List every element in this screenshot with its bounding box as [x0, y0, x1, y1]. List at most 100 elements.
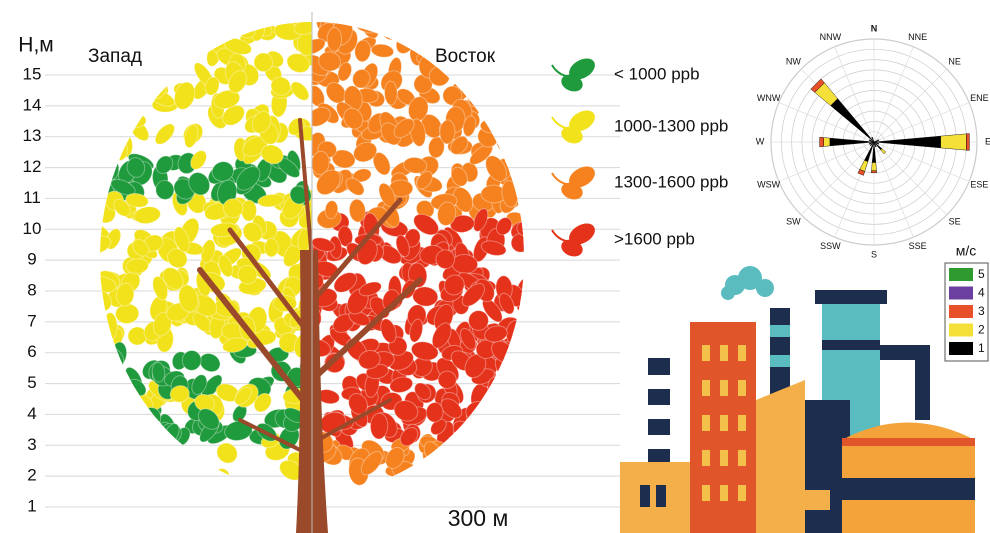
rose-petal [820, 137, 824, 147]
leaf [496, 448, 518, 470]
y-tick-label: 10 [23, 219, 42, 238]
leaf [463, 454, 487, 470]
rose-spoke [835, 47, 874, 142]
leaf [520, 158, 540, 181]
legend-icon [552, 219, 599, 259]
speed-label: 2 [978, 323, 985, 337]
legend-icon [552, 54, 599, 94]
leaf [83, 69, 104, 91]
leaf [440, 454, 465, 476]
infographic: 123456789101112131415 H,м Запад Восток 3… [0, 0, 990, 533]
tree [78, 6, 543, 533]
leaf [505, 459, 525, 481]
leaf [111, 93, 132, 113]
leaf [140, 50, 159, 63]
scale-label: 300 м [448, 505, 509, 531]
leaf [183, 23, 212, 46]
leaf [93, 389, 119, 420]
leaf [97, 392, 120, 421]
y-tick-label: 12 [23, 157, 42, 176]
leaf [168, 13, 188, 32]
leaf [384, 81, 397, 105]
leaf [83, 358, 104, 382]
y-tick-label: 4 [27, 404, 36, 423]
leaf [87, 168, 106, 191]
leaf [429, 66, 450, 86]
rose-spoke [874, 142, 913, 237]
y-tick-label: 8 [27, 280, 36, 299]
y-axis-label: H,м [18, 34, 53, 57]
leaf [516, 47, 538, 62]
rose-petal [824, 138, 830, 147]
speed-swatch [949, 305, 973, 318]
leaf [482, 22, 510, 38]
leaf [447, 436, 478, 458]
leaf [504, 24, 528, 45]
leaf [103, 67, 126, 89]
leaf [497, 123, 525, 155]
leaf [516, 330, 539, 344]
leaf [264, 238, 278, 257]
leaf [357, 14, 381, 41]
leaf [83, 385, 101, 408]
leaf [471, 422, 501, 454]
leaf [511, 25, 528, 51]
leaf [509, 107, 532, 136]
direction-label: ENE [970, 93, 989, 103]
leaf [86, 371, 114, 391]
rose-petal [871, 171, 876, 173]
leaf [509, 135, 529, 165]
direction-label: SW [786, 216, 801, 226]
speed-label: 5 [978, 267, 985, 281]
leaf [454, 456, 471, 477]
rose-spoke [779, 142, 874, 181]
legend: < 1000 ppb1000-1300 ppb1300-1600 ppb>160… [552, 54, 728, 259]
leaf [480, 428, 506, 450]
leaf [119, 113, 146, 128]
y-tick-label: 15 [23, 64, 42, 83]
leaf [463, 398, 490, 423]
leaf [498, 408, 522, 428]
leaf [510, 456, 527, 477]
direction-label: W [756, 136, 765, 146]
leaf [465, 11, 492, 29]
leaf [201, 18, 222, 31]
speed-swatch [949, 324, 973, 337]
leaf [461, 68, 488, 94]
y-tick-label: 1 [27, 496, 36, 515]
rose-petal [966, 134, 969, 151]
leaf [156, 46, 182, 65]
leaf [470, 429, 496, 455]
leaf [82, 189, 100, 213]
east-label: Восток [435, 46, 496, 67]
leaf [476, 461, 497, 481]
leaf [491, 376, 517, 395]
leaf [83, 163, 106, 185]
leaf [480, 119, 502, 133]
leaf [512, 444, 541, 473]
leaf [90, 122, 114, 148]
speed-swatch [949, 287, 973, 300]
direction-label: SSE [909, 241, 927, 251]
leaf [92, 392, 120, 423]
leaf [106, 363, 131, 390]
leaf [463, 413, 496, 445]
leaf [192, 29, 220, 49]
direction-label: WSW [757, 180, 780, 190]
leaf [79, 350, 102, 365]
leaf [421, 11, 442, 34]
direction-label: E [985, 136, 990, 146]
leaf [82, 201, 104, 219]
leaf [103, 89, 132, 119]
direction-label: NNE [908, 32, 927, 42]
leaf [103, 312, 117, 339]
speed-label: 1 [978, 341, 985, 355]
y-tick-label: 9 [27, 250, 36, 269]
leaf [99, 10, 128, 32]
leaf [509, 465, 537, 490]
leaf [128, 30, 154, 46]
leaf [496, 411, 528, 439]
y-tick-label: 2 [27, 466, 36, 485]
